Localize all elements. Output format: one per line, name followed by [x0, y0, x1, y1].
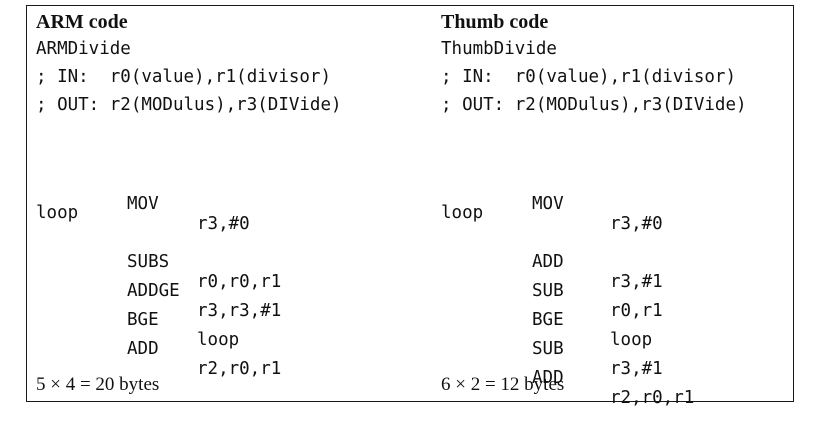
- code-opcode: ADDGE: [127, 281, 180, 301]
- arm-code-line: ADD r2,r0,r1: [36, 299, 281, 379]
- thumb-code-line: SUB r0,r1: [441, 241, 663, 321]
- code-operands: r3,#1: [610, 272, 663, 292]
- thumb-code-line: MOV r3,#0: [441, 154, 663, 234]
- arm-code-title: ARM code: [36, 11, 128, 33]
- thumb-code-line: ADD r2,r0,r1: [441, 328, 694, 408]
- code-operands: r0,r1: [610, 301, 663, 321]
- code-operands: r2,r0,r1: [197, 359, 282, 379]
- arm-output-comment: ; OUT: r2(MODulus),r3(DIVide): [36, 95, 342, 115]
- code-label: loop: [36, 203, 79, 223]
- code-operands: r3,#0: [610, 214, 663, 234]
- code-opcode: ADD: [127, 339, 159, 359]
- code-operands: r3,r3,#1: [197, 301, 282, 321]
- thumb-input-comment: ; IN: r0(value),r1(divisor): [441, 67, 737, 87]
- thumb-code-line: SUB r3,#1: [441, 299, 663, 379]
- arm-code-line: loop: [36, 183, 99, 223]
- code-operands: r3,#1: [610, 359, 663, 379]
- arm-size-footer: 5 × 4 = 20 bytes: [36, 374, 160, 395]
- code-opcode: ADD: [532, 368, 564, 388]
- code-operands: r0,r0,r1: [197, 272, 282, 292]
- code-operands: loop: [197, 330, 240, 350]
- arm-code-line: SUBS r0,r0,r1: [36, 212, 281, 292]
- code-opcode: MOV: [127, 194, 159, 214]
- arm-input-comment: ; IN: r0(value),r1(divisor): [36, 67, 332, 87]
- code-opcode: BGE: [532, 310, 564, 330]
- thumb-size-footer: 6 × 2 = 12 bytes: [441, 374, 565, 395]
- thumb-output-comment: ; OUT: r2(MODulus),r3(DIVide): [441, 95, 747, 115]
- code-label: loop: [441, 203, 484, 223]
- code-opcode: ADD: [532, 252, 564, 272]
- arm-code-line: MOV r3,#0: [36, 154, 250, 234]
- thumb-function-name: ThumbDivide: [441, 39, 557, 59]
- thumb-code-line: ADD r3,#1: [441, 212, 663, 292]
- code-opcode: BGE: [127, 310, 159, 330]
- thumb-code-line: loop: [441, 183, 504, 223]
- code-operands: r2,r0,r1: [610, 388, 695, 408]
- code-operands: r3,#0: [197, 214, 250, 234]
- code-opcode: SUBS: [127, 252, 170, 272]
- arm-code-line: BGE loop: [36, 270, 239, 350]
- code-opcode: SUB: [532, 339, 564, 359]
- code-opcode: MOV: [532, 194, 564, 214]
- code-comparison-figure: ARM code ARMDivide ; IN: r0(value),r1(di…: [26, 5, 794, 408]
- code-operands: loop: [610, 330, 653, 350]
- thumb-code-title: Thumb code: [441, 11, 549, 33]
- arm-code-line: ADDGE r3,r3,#1: [36, 241, 281, 321]
- arm-function-name: ARMDivide: [36, 39, 131, 59]
- code-opcode: SUB: [532, 281, 564, 301]
- thumb-code-line: BGE loop: [441, 270, 652, 350]
